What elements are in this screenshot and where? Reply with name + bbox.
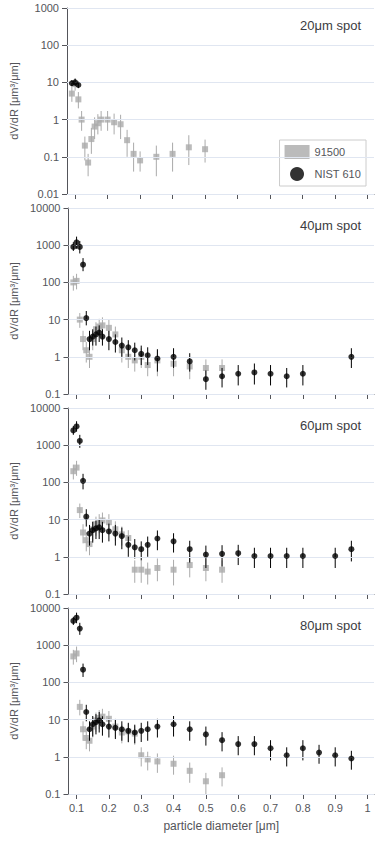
svg-text:0.2: 0.2 [101, 802, 116, 814]
svg-text:1000: 1000 [36, 639, 60, 651]
svg-text:100: 100 [42, 476, 60, 488]
svg-text:10000: 10000 [30, 202, 61, 214]
svg-text:10000: 10000 [30, 602, 61, 614]
svg-text:0.1: 0.1 [45, 388, 60, 400]
svg-text:100: 100 [42, 676, 60, 688]
svg-text:100: 100 [41, 39, 59, 51]
svg-text:0.3: 0.3 [134, 802, 149, 814]
svg-text:1: 1 [54, 751, 60, 763]
svg-text:40μm spot: 40μm spot [300, 218, 361, 233]
svg-text:20μm spot: 20μm spot [300, 18, 361, 33]
svg-text:10: 10 [47, 76, 59, 88]
svg-text:0.4: 0.4 [166, 802, 181, 814]
svg-text:10000: 10000 [30, 402, 61, 414]
svg-text:1000: 1000 [36, 239, 60, 251]
svg-text:1: 1 [53, 114, 59, 126]
svg-text:1: 1 [54, 551, 60, 563]
svg-text:0.5: 0.5 [198, 802, 213, 814]
svg-text:0.1: 0.1 [44, 151, 59, 163]
svg-text:dV/dR [μm³/μm]: dV/dR [μm³/μm] [8, 462, 20, 539]
svg-text:0.1: 0.1 [45, 788, 60, 800]
svg-text:0.1: 0.1 [45, 588, 60, 600]
svg-text:1000: 1000 [35, 2, 59, 14]
svg-text:10: 10 [48, 314, 60, 326]
svg-text:91500: 91500 [315, 146, 346, 158]
svg-text:0.6: 0.6 [231, 802, 246, 814]
svg-text:dV/dR [μm³/μm]: dV/dR [μm³/μm] [8, 262, 20, 339]
svg-text:1: 1 [364, 802, 370, 814]
svg-text:NIST 610: NIST 610 [315, 168, 361, 180]
svg-text:0.7: 0.7 [263, 802, 278, 814]
svg-text:10: 10 [48, 514, 60, 526]
svg-text:0.9: 0.9 [328, 802, 343, 814]
svg-text:10: 10 [48, 714, 60, 726]
svg-text:60μm spot: 60μm spot [300, 418, 361, 433]
svg-text:100: 100 [42, 276, 60, 288]
svg-text:dV/dR [μm³/μm]: dV/dR [μm³/μm] [8, 62, 20, 139]
svg-text:0.8: 0.8 [295, 802, 310, 814]
svg-text:0.1: 0.1 [69, 802, 84, 814]
svg-text:dV/dR [μm³/μm]: dV/dR [μm³/μm] [8, 662, 20, 739]
svg-text:0.01: 0.01 [38, 188, 59, 200]
svg-text:particle diameter [μm]: particle diameter [μm] [163, 819, 279, 833]
svg-text:1000: 1000 [36, 439, 60, 451]
svg-text:80μm spot: 80μm spot [300, 618, 361, 633]
svg-text:1: 1 [54, 351, 60, 363]
